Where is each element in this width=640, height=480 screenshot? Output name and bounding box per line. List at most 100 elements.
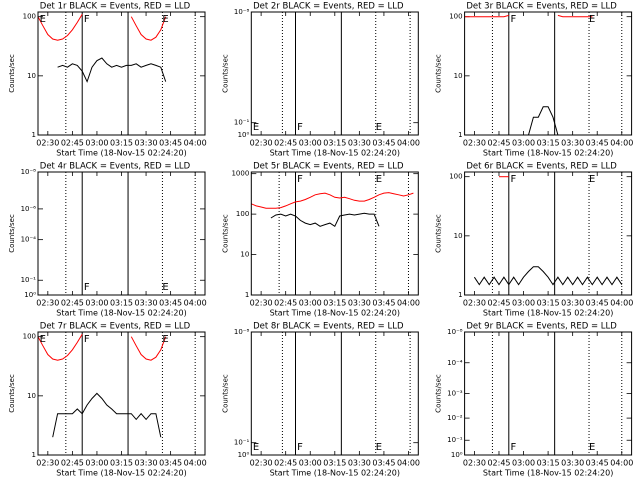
x-tick-label: 03:15 (537, 299, 560, 308)
y-axis-label: Counts/sec (435, 214, 443, 253)
series-line (473, 266, 623, 286)
x-tick-label: 03:45 (586, 459, 609, 468)
y-tick-label: 10⁻⁶ (21, 205, 37, 213)
y-tick-label: 10⁰ (238, 451, 250, 459)
x-tick-label: 03:00 (299, 299, 322, 308)
x-axis-label: Start Time (18-Nov-15 02:24:20) (270, 149, 400, 158)
y-tick-label: 10 (454, 72, 463, 80)
x-tick-label: 04:00 (184, 139, 207, 148)
x-tick-label: 03:30 (561, 459, 584, 468)
x-tick-label: 02:45 (61, 299, 84, 308)
x-tick-label: 03:45 (372, 299, 395, 308)
x-tick-label: 04:00 (610, 139, 633, 148)
y-axis-label: Counts/sec (8, 214, 16, 253)
x-axis-label: Start Time (18-Nov-15 02:24:20) (56, 309, 186, 318)
flag-annotation: F (510, 174, 516, 185)
y-tick-label: 10⁻⁴ (447, 359, 463, 367)
x-tick-label: 04:00 (397, 299, 420, 308)
x-axis-label: Start Time (18-Nov-15 02:24:20) (270, 309, 400, 318)
x-tick-label: 02:30 (463, 139, 486, 148)
y-tick-label: 10⁰ (24, 291, 36, 299)
flag-annotation: F (297, 122, 303, 133)
x-tick-label: 03:00 (299, 459, 322, 468)
x-tick-label: 02:45 (487, 299, 510, 308)
flag-annotation: E (376, 442, 382, 453)
plot-frame (250, 171, 419, 296)
y-axis-label: Counts/sec (435, 54, 443, 93)
panel-title: Det 6r BLACK = Events, RED = LLD (466, 162, 617, 172)
flag-annotation: F (84, 282, 90, 293)
y-tick-label: 100 (449, 173, 462, 181)
panel-title: Det 9r BLACK = Events, RED = LLD (466, 322, 617, 332)
x-tick-label: 03:30 (135, 459, 158, 468)
flag-annotation: F (84, 334, 90, 345)
x-tick-label: 02:30 (36, 459, 59, 468)
panel-title: Det 3r BLACK = Events, RED = LLD (466, 2, 617, 12)
x-tick-label: 03:15 (323, 139, 346, 148)
x-tick-label: 03:30 (561, 139, 584, 148)
x-tick-label: 03:15 (110, 139, 133, 148)
x-tick-label: 02:30 (463, 459, 486, 468)
y-tick-label: 1 (32, 451, 36, 459)
x-axis-label: Start Time (18-Nov-15 02:24:20) (483, 149, 613, 158)
x-axis-label: Start Time (18-Nov-15 02:24:20) (270, 469, 400, 478)
panel-title: Det 4r BLACK = Events, RED = LLD (40, 162, 191, 172)
y-tick-label: 10⁻¹ (21, 276, 37, 284)
y-axis-label: Counts/sec (221, 214, 229, 253)
x-tick-label: 03:30 (561, 299, 584, 308)
x-tick-label: 03:30 (135, 299, 158, 308)
x-tick-label: 04:00 (184, 299, 207, 308)
flag-annotation: E (253, 442, 259, 453)
x-tick-label: 03:00 (85, 299, 108, 308)
plot-frame (464, 11, 633, 136)
series-line (528, 106, 559, 136)
x-axis-label: Start Time (18-Nov-15 02:24:20) (56, 469, 186, 478)
flag-annotation: F (297, 442, 303, 453)
x-tick-label: 03:15 (110, 459, 133, 468)
series-line (52, 392, 162, 438)
x-tick-label: 03:45 (372, 139, 395, 148)
panel-title: Det 5r BLACK = Events, RED = LLD (253, 162, 404, 172)
x-axis-label: Start Time (18-Nov-15 02:24:20) (56, 149, 186, 158)
x-tick-label: 03:15 (537, 459, 560, 468)
flag-annotation: E (589, 174, 595, 185)
flag-annotation: E (40, 334, 46, 345)
x-tick-label: 02:45 (487, 459, 510, 468)
x-tick-label: 03:45 (159, 299, 182, 308)
x-axis-label: Start Time (18-Nov-15 02:24:20) (483, 309, 613, 318)
series-line (464, 14, 593, 18)
series-line (37, 13, 167, 41)
y-tick-label: 100 (23, 333, 36, 341)
x-tick-label: 03:00 (85, 139, 108, 148)
flag-annotation: E (40, 14, 46, 25)
y-tick-label: 10 (240, 251, 249, 259)
x-tick-label: 03:15 (110, 299, 133, 308)
x-tick-label: 03:45 (586, 299, 609, 308)
x-tick-label: 03:45 (159, 139, 182, 148)
y-tick-label: 10 (454, 232, 463, 240)
x-tick-label: 02:45 (61, 459, 84, 468)
x-tick-label: 03:15 (323, 459, 346, 468)
x-tick-label: 03:45 (159, 459, 182, 468)
x-tick-label: 03:45 (372, 459, 395, 468)
x-tick-label: 04:00 (397, 139, 420, 148)
y-axis-label: Counts/sec (8, 374, 16, 413)
y-tick-label: 100 (23, 13, 36, 21)
series-line (270, 212, 380, 228)
y-axis-label: Counts/sec (8, 54, 16, 93)
y-tick-label: 10⁻⁸ (447, 328, 463, 336)
flag-annotation: E (376, 174, 382, 185)
x-tick-label: 03:30 (348, 139, 371, 148)
x-tick-label: 04:00 (184, 459, 207, 468)
x-tick-label: 02:45 (61, 139, 84, 148)
plot-frame (37, 331, 206, 456)
flag-annotation: E (162, 334, 168, 345)
flag-annotation: F (510, 442, 516, 453)
y-tick-label: 10⁻¹ (234, 119, 250, 127)
x-tick-label: 02:30 (463, 299, 486, 308)
y-tick-label: 10⁻⁸ (21, 168, 37, 176)
flag-annotation: E (162, 282, 168, 293)
flag-annotation: E (589, 14, 595, 25)
x-tick-label: 03:00 (85, 459, 108, 468)
